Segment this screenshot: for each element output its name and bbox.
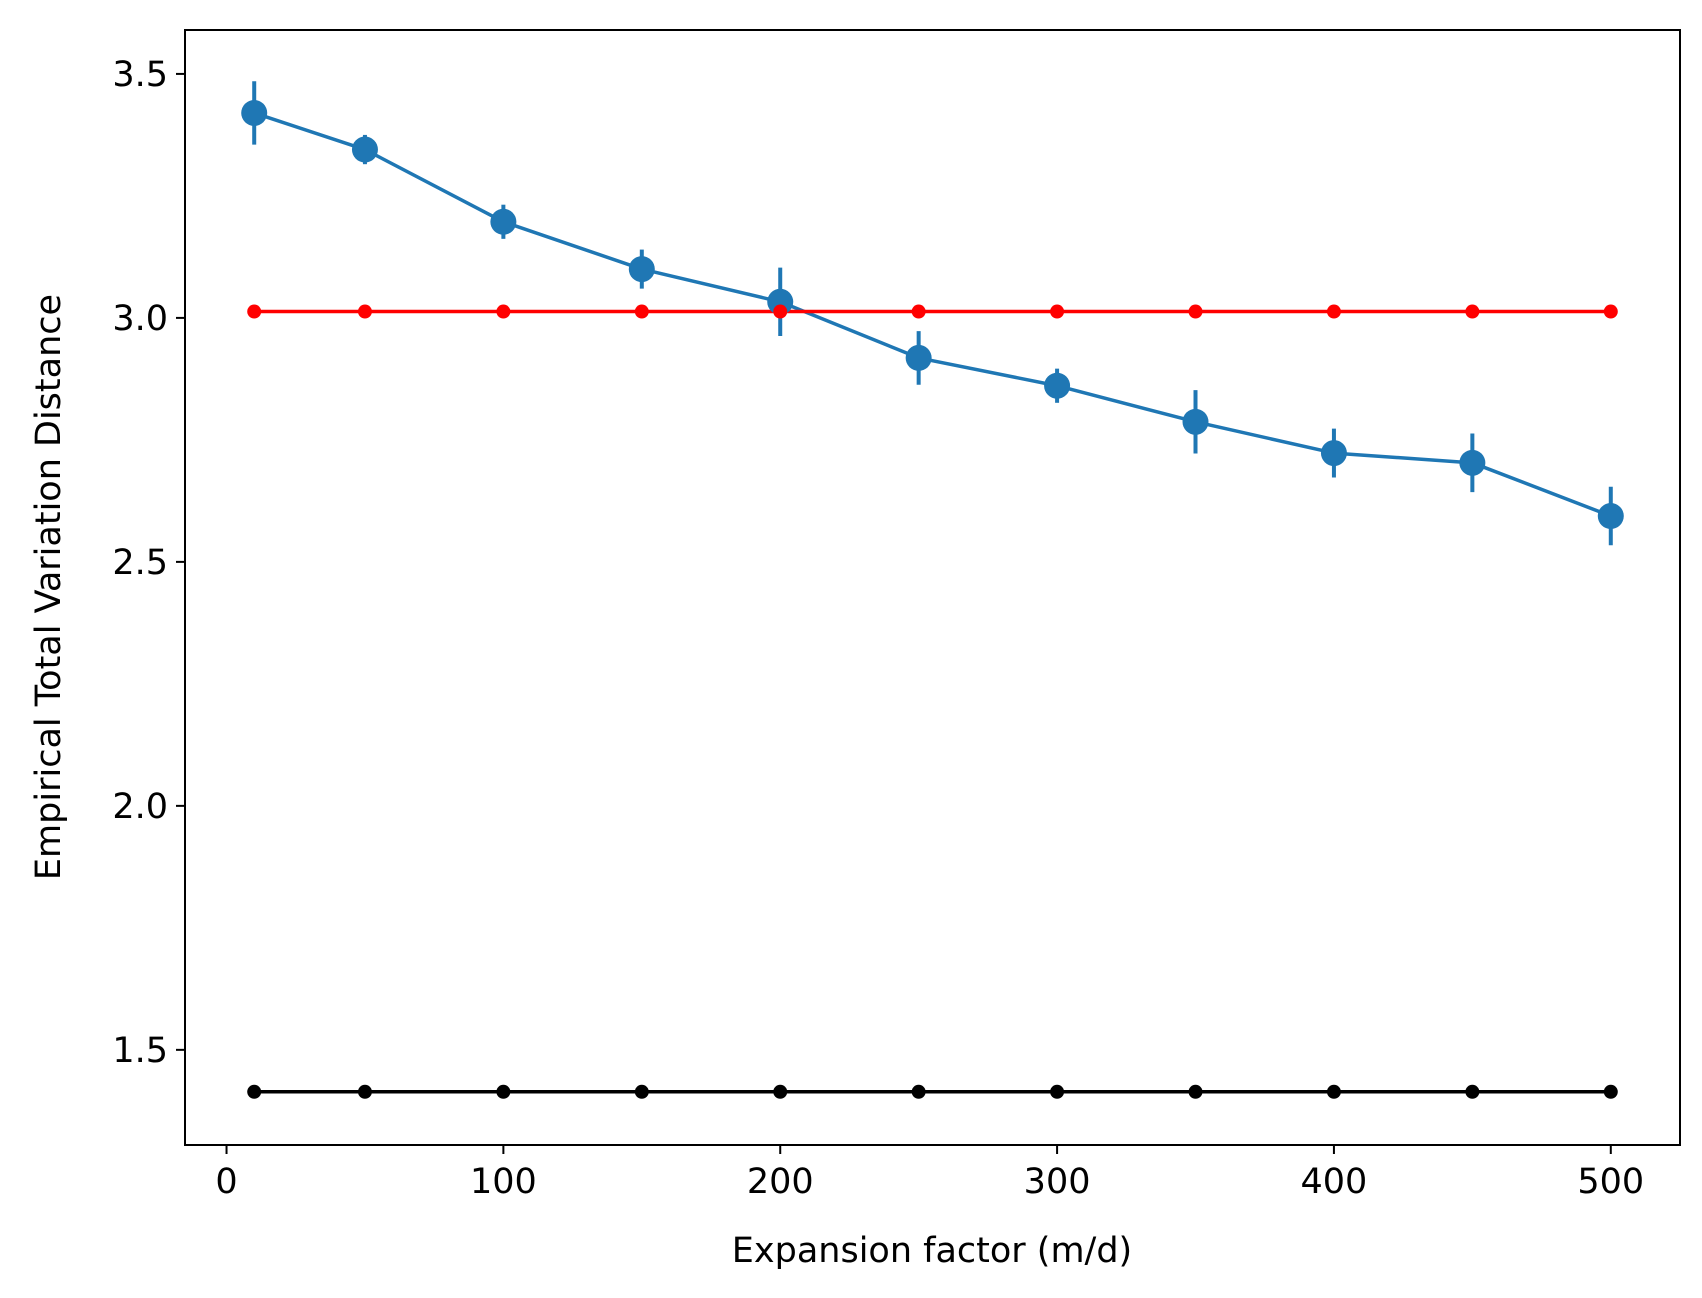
x-tick-label-1: 100 — [470, 1162, 537, 1202]
data-point-empirical-7 — [1182, 408, 1209, 435]
data-point-empirical-3 — [628, 256, 655, 283]
data-point-lower-baseline-5 — [911, 1084, 926, 1099]
data-point-upper-baseline-2 — [496, 304, 511, 319]
x-tick-label-3: 300 — [1024, 1162, 1091, 1202]
data-point-upper-baseline-6 — [1050, 304, 1065, 319]
data-point-upper-baseline-4 — [773, 304, 788, 319]
y-tick-label-4: 3.5 — [112, 55, 168, 95]
data-point-upper-baseline-7 — [1188, 304, 1203, 319]
data-point-empirical-0 — [241, 99, 268, 126]
data-point-empirical-4 — [767, 288, 794, 315]
data-point-lower-baseline-3 — [634, 1084, 649, 1099]
data-point-upper-baseline-10 — [1603, 304, 1618, 319]
data-point-empirical-5 — [905, 344, 932, 371]
data-point-empirical-8 — [1320, 440, 1347, 467]
data-point-lower-baseline-9 — [1465, 1084, 1480, 1099]
x-tick-label-0: 0 — [215, 1162, 237, 1202]
x-axis-ticks: 0 100 200 300 400 500 — [215, 1145, 1644, 1202]
data-point-lower-baseline-1 — [357, 1084, 372, 1099]
data-point-upper-baseline-8 — [1326, 304, 1341, 319]
y-tick-label-0: 1.5 — [112, 1031, 168, 1071]
data-point-upper-baseline-9 — [1465, 304, 1480, 319]
data-point-upper-baseline-5 — [911, 304, 926, 319]
x-tick-label-4: 400 — [1301, 1162, 1368, 1202]
plot-frame — [184, 29, 1681, 1146]
data-point-lower-baseline-8 — [1326, 1084, 1341, 1099]
data-point-upper-baseline-0 — [247, 304, 262, 319]
y-axis-label: Empirical Total Variation Distance — [29, 294, 69, 880]
data-point-lower-baseline-7 — [1188, 1084, 1203, 1099]
data-point-empirical-9 — [1459, 449, 1486, 476]
data-point-lower-baseline-4 — [773, 1084, 788, 1099]
series-markers — [241, 99, 1624, 1099]
data-point-empirical-6 — [1044, 372, 1071, 399]
data-point-empirical-2 — [490, 208, 517, 235]
data-point-upper-baseline-1 — [357, 304, 372, 319]
y-tick-label-1: 2.0 — [112, 787, 168, 827]
y-tick-label-3: 3.0 — [112, 299, 168, 339]
x-axis-label: Expansion factor (m/d) — [732, 1231, 1132, 1271]
data-point-empirical-10 — [1597, 503, 1624, 530]
data-point-empirical-1 — [351, 136, 378, 163]
data-point-lower-baseline-2 — [496, 1084, 511, 1099]
x-tick-label-5: 500 — [1577, 1162, 1644, 1202]
x-tick-label-2: 200 — [747, 1162, 814, 1202]
plot-background — [185, 30, 1680, 1145]
y-tick-label-2: 2.5 — [112, 543, 168, 583]
y-axis-ticks: 1.5 2.0 2.5 3.0 3.5 — [112, 55, 185, 1071]
data-point-lower-baseline-10 — [1603, 1084, 1618, 1099]
data-point-lower-baseline-0 — [247, 1084, 262, 1099]
data-point-lower-baseline-6 — [1050, 1084, 1065, 1099]
data-point-upper-baseline-3 — [634, 304, 649, 319]
